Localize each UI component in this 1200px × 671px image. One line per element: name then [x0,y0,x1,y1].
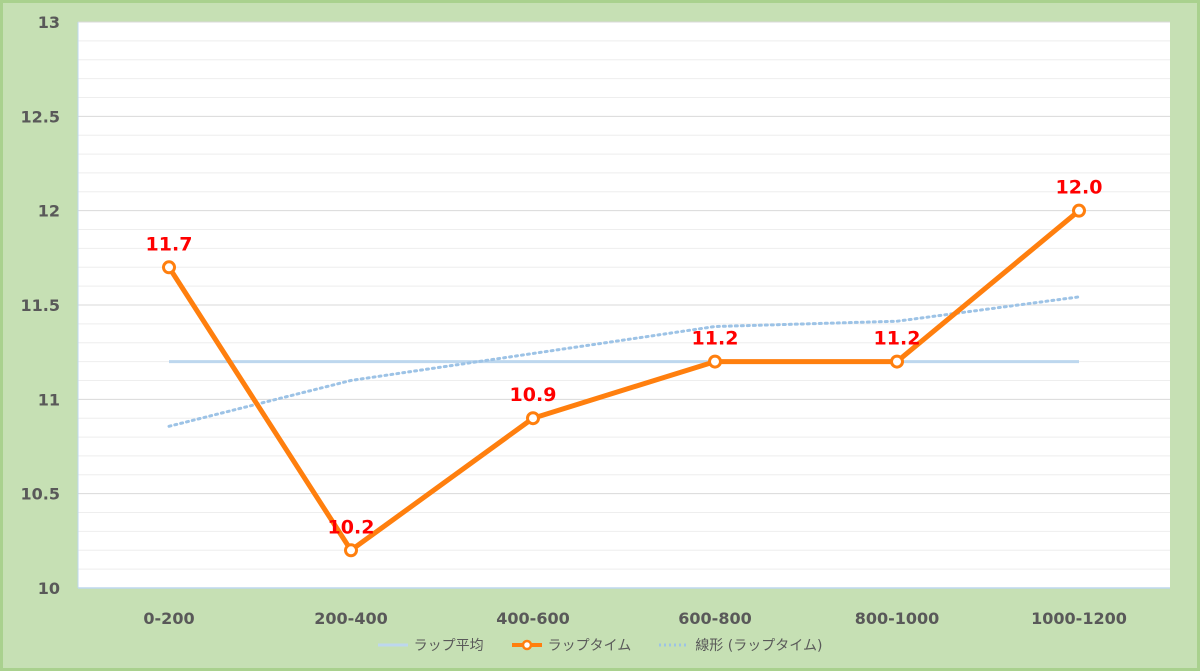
gridlines [78,21,1170,570]
x-tick-label: 800-1000 [855,609,940,628]
x-tick-label: 1000-1200 [1031,609,1127,628]
data-point-lap-time [890,354,904,369]
x-tick-label: 400-600 [496,609,569,628]
y-tick-label: 10.5 [21,485,60,504]
legend-entry-lap-average: ラップ平均 [377,635,484,655]
data-point-lap-time [1072,203,1086,218]
y-tick-label: 10 [38,579,60,598]
data-label: 10.2 [328,516,375,538]
y-tick-label: 13 [38,13,60,32]
data-point-lap-time [162,260,176,275]
data-point-lap-time [708,354,722,369]
data-label: 11.2 [874,328,921,350]
series [162,203,1086,558]
series-line-trendline [167,295,1081,428]
x-tick-label: 0-200 [143,609,194,628]
data-point-lap-time [344,543,358,558]
x-tick-label: 200-400 [314,609,387,628]
y-tick-label: 12.5 [21,107,60,126]
legend-entry-trendline: 線形 (ラップタイム) [659,635,822,655]
series-line-lap-time [166,208,1081,553]
legend-label: 線形 (ラップタイム) [695,638,823,654]
data-label: 10.9 [510,384,557,406]
legend-label: ラップ平均 [413,638,484,654]
axes: 10 10.5 11 11.5 12 12.5 13 0-200 200-400 400-600 6… [21,13,1170,628]
legend: ラップ平均 ラップタイム 線形 (ラップタイム) [0,633,1200,657]
legend-swatch-lap-average [377,643,408,647]
legend-entry-lap-time: ラップタイム [511,635,632,655]
y-tick-label: 11 [38,390,60,409]
legend-label: ラップタイム [547,638,632,654]
data-point-lap-time [526,411,540,426]
legend-swatch-lap-time [511,639,542,651]
data-label: 11.7 [146,233,193,255]
x-tick-label: 600-800 [678,609,751,628]
data-label: 11.2 [692,328,739,350]
y-tick-label: 12 [38,202,60,221]
y-tick-label: 11.5 [21,296,60,315]
data-labels: 11.7 10.2 10.9 11.2 11.2 12.0 [146,177,1103,539]
data-label: 12.0 [1056,177,1103,199]
legend-swatch-trendline [659,643,690,647]
